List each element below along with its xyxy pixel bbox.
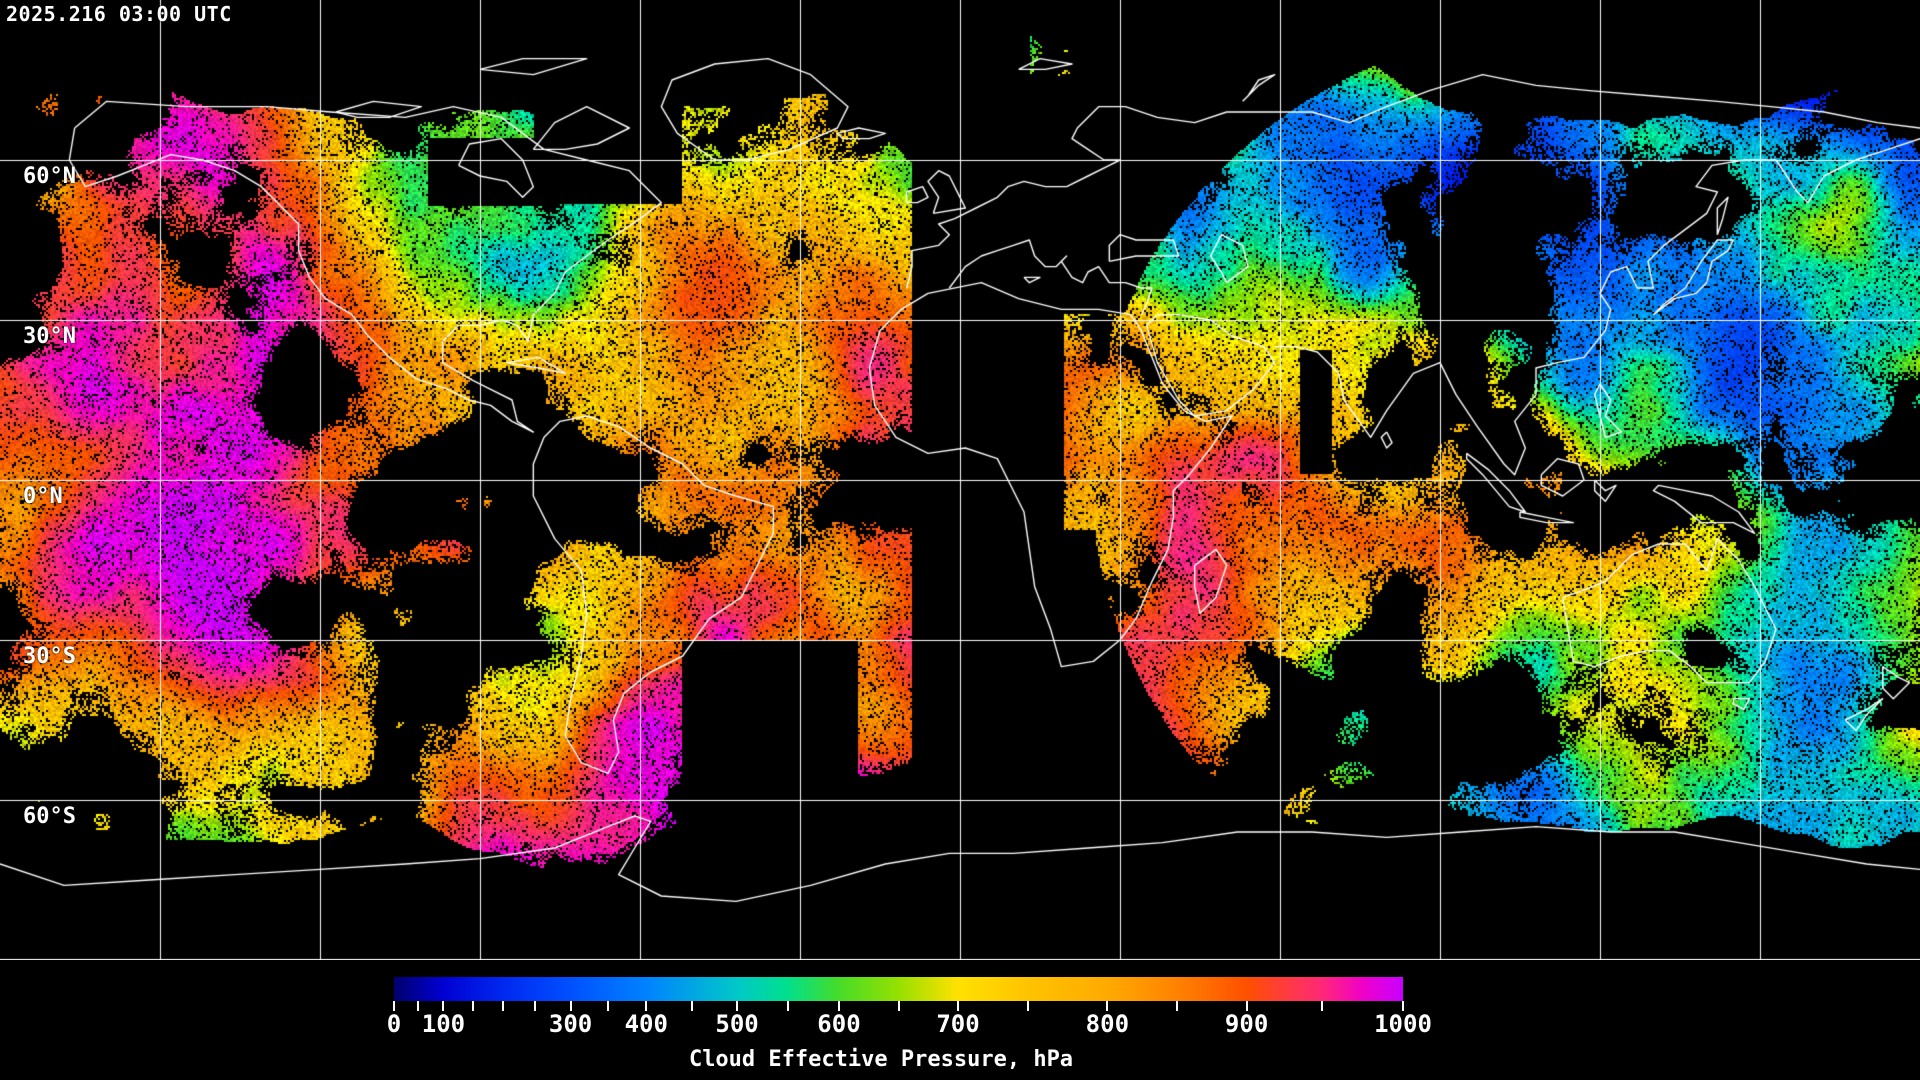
colorbar-tick [1026,1001,1029,1011]
colorbar-tick-label: 900 [1224,1010,1269,1038]
colorbar-tick [786,1001,789,1011]
colorbar-tick [1321,1001,1324,1011]
colorbar-tick-label: 600 [817,1010,861,1038]
colorbar-tick-label: 1000 [1374,1010,1432,1038]
lat-label: 0°N [23,484,63,509]
cloud-effective-pressure-map [0,0,1920,960]
lat-label: 30°N [23,324,76,349]
colorbar-tick [471,1001,474,1011]
colorbar-gradient [394,977,1403,1001]
colorbar-tick-label: 100 [421,1010,466,1038]
colorbar-tick [897,1001,900,1011]
colorbar-tick [1175,1001,1178,1011]
colorbar-tick-label: 500 [715,1010,759,1038]
colorbar-tick-label: 400 [624,1010,668,1038]
colorbar-tick [501,1001,504,1011]
colorbar-tick [957,1001,960,1011]
colorbar-tick-label: 0 [386,1010,402,1038]
colorbar-tick-label: 800 [1085,1010,1130,1038]
colorbar-tick [645,1001,648,1011]
colorbar-tick [569,1001,572,1011]
colorbar-tick [1106,1001,1109,1011]
colorbar-tick-label: 300 [548,1010,593,1038]
timestamp: 2025.216 03:00 UTC [6,2,232,26]
colorbar-tick [442,1001,445,1011]
colorbar-tick [736,1001,739,1011]
lat-label: 60°S [23,804,76,829]
colorbar-tick [534,1001,537,1011]
colorbar-tick-label: 700 [936,1010,980,1038]
colorbar-tick [1402,1001,1404,1011]
lat-label: 30°S [23,644,76,669]
colorbar-tick [393,1001,395,1011]
colorbar-tick [1245,1001,1248,1011]
colorbar-tick [417,1001,420,1011]
colorbar-tick [690,1001,693,1011]
colorbar-tick [837,1001,840,1011]
colorbar-title: Cloud Effective Pressure, hPa [688,1047,1074,1072]
colorbar-tick [606,1001,609,1011]
lat-label: 60°N [23,164,76,189]
